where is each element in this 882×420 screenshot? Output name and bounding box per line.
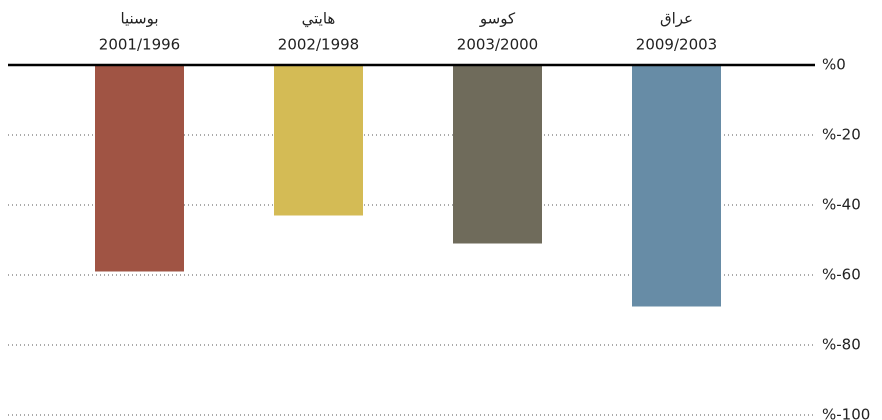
y-tick-label: %-80	[822, 336, 861, 354]
x-tick-label: عراق	[660, 10, 693, 28]
y-tick-label: %-60	[822, 266, 861, 284]
y-tick-label: %0	[822, 56, 846, 74]
x-tick-label: كوسو	[479, 10, 516, 28]
x-tick-label: بوسنيا	[120, 10, 158, 28]
y-tick-label: %-40	[822, 196, 861, 214]
bar	[632, 65, 721, 307]
y-tick-label: %-20	[822, 126, 861, 144]
bar	[453, 65, 542, 244]
x-tick-sublabel: 2009/2003	[636, 36, 717, 54]
x-tick-sublabel: 2001/1996	[99, 36, 180, 54]
bar	[95, 65, 184, 272]
bar	[274, 65, 363, 216]
x-tick-sublabel: 2003/2000	[457, 36, 538, 54]
x-tick-label: هايتي	[302, 10, 336, 29]
x-tick-sublabel: 2002/1998	[278, 36, 359, 54]
y-tick-label: %-100	[822, 406, 870, 420]
